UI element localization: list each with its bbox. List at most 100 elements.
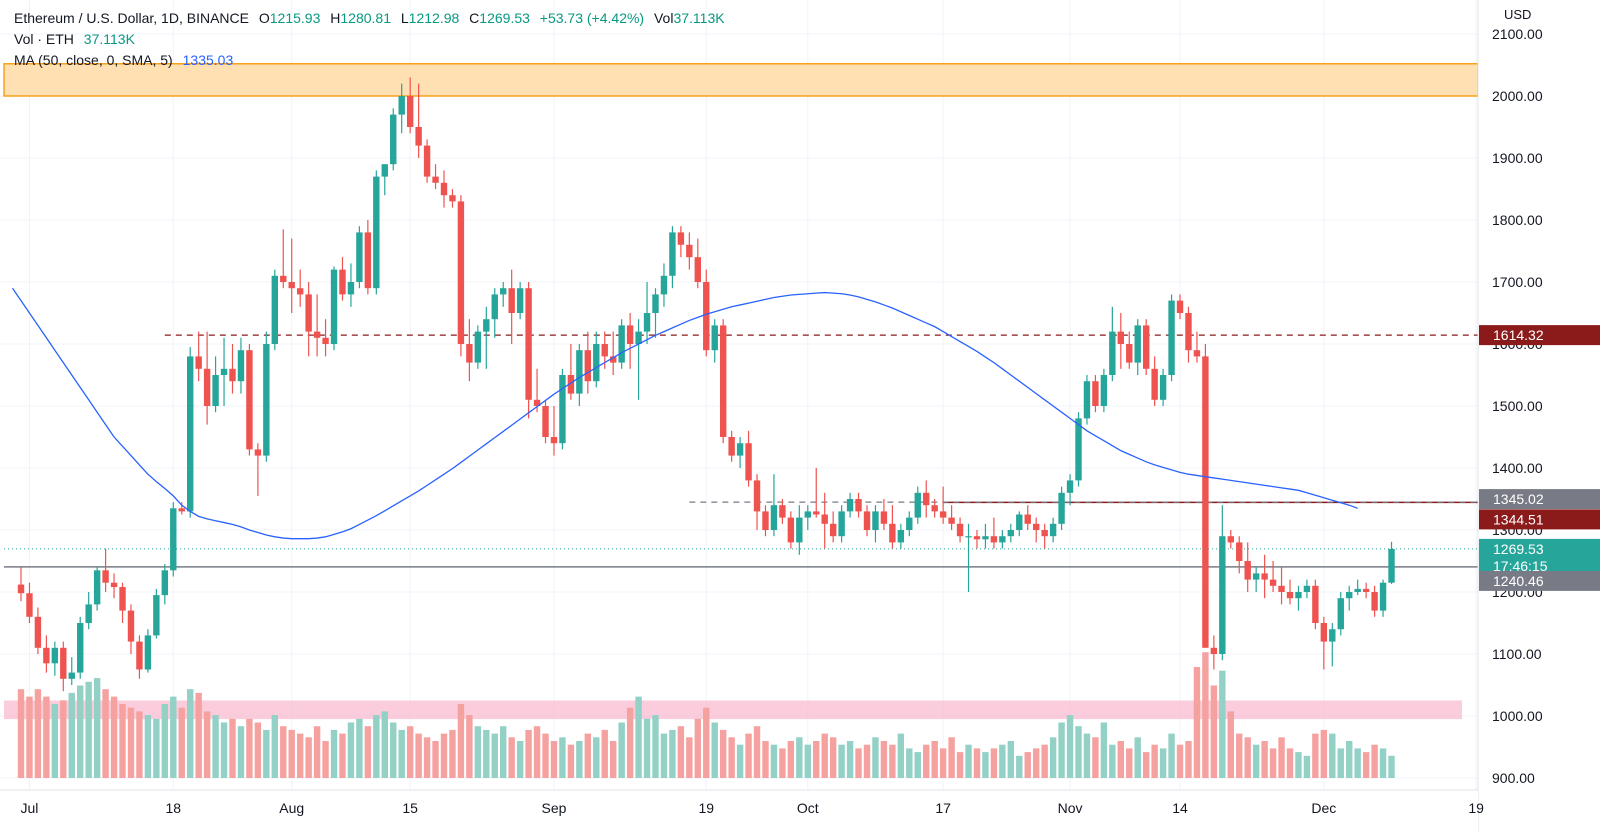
volume-bar	[474, 726, 482, 778]
volume-bar	[677, 726, 685, 778]
candle	[872, 505, 879, 543]
candle-body	[1362, 588, 1370, 592]
chart-zones	[3, 63, 1479, 720]
candle-body	[246, 350, 253, 450]
volume-bar	[643, 718, 651, 778]
volume-bar	[119, 704, 126, 778]
candle-body	[1033, 523, 1040, 530]
candle	[246, 344, 253, 456]
candle-body	[110, 582, 118, 588]
volume-bar	[652, 715, 659, 778]
volume-bar	[516, 741, 524, 778]
price-axis[interactable]: USD 2100.00 2000.00 1900.00 1800.00 1700.00 16…	[1477, 0, 1600, 833]
candle	[1193, 331, 1201, 363]
volume-bar	[77, 685, 84, 778]
candle-body	[406, 96, 414, 127]
volume-bar	[1185, 741, 1192, 778]
candle-body	[931, 505, 938, 512]
high-label: H	[330, 10, 341, 26]
price-tag-bg	[1479, 570, 1600, 591]
volume-bar	[728, 737, 735, 778]
candle-body	[187, 356, 194, 512]
support-zone	[4, 700, 1462, 720]
candle	[51, 641, 59, 676]
candle-body	[474, 331, 482, 363]
volume-bar	[567, 744, 575, 778]
price-tag-bg	[1479, 509, 1600, 530]
volume-bar	[1337, 748, 1344, 778]
volume-bar	[863, 744, 871, 778]
candle-body	[1227, 536, 1234, 543]
candle	[1236, 536, 1243, 574]
time-tick-label: 14	[1172, 800, 1188, 816]
ma-legend[interactable]: MA (50, close, 0, SMA, 5) 1335.03	[14, 52, 239, 68]
candle	[432, 164, 439, 189]
candle	[195, 331, 202, 382]
volume-bar	[1371, 744, 1378, 778]
candle	[1100, 368, 1108, 413]
volume-bar	[144, 715, 152, 778]
candle	[999, 530, 1006, 549]
volume-bar	[931, 741, 938, 778]
volume-bar	[288, 729, 295, 778]
volume-bar	[102, 689, 109, 778]
time-tick-label: 15	[402, 800, 418, 816]
volume-bar	[1193, 667, 1201, 778]
candle-body	[102, 570, 109, 583]
price-tag-1344.51: 1344.51	[1493, 511, 1544, 527]
open-value: 1215.93	[269, 10, 321, 26]
candle-body	[254, 449, 262, 456]
candle	[500, 282, 507, 307]
volume-bar	[406, 726, 414, 778]
volume-bar	[618, 722, 625, 778]
candle	[796, 505, 803, 555]
volume-bar	[1100, 722, 1108, 778]
candle	[381, 164, 388, 196]
candle-body	[26, 593, 33, 617]
candle-body	[660, 275, 668, 295]
candle-body	[1312, 585, 1319, 623]
candle-body	[686, 244, 693, 258]
candle	[1007, 523, 1015, 543]
price-tick-label: 1000.00	[1492, 708, 1543, 724]
candle	[694, 238, 701, 289]
candle	[127, 604, 135, 654]
volume-bar	[846, 741, 854, 778]
candle	[1109, 306, 1116, 382]
time-axis[interactable]: Jul 18 Aug 15 Sep 19 Oct 17 Nov 14 Dec 19	[0, 789, 1484, 833]
volume-legend[interactable]: Vol · ETH 37.113K	[14, 31, 141, 47]
candle	[1083, 375, 1091, 425]
candle	[753, 474, 761, 530]
volume-bar	[1024, 752, 1031, 778]
candle-body	[880, 511, 888, 524]
candle-body	[516, 288, 524, 313]
candle-body	[846, 499, 854, 512]
price-tags: 1614.32 1345.02 1344.51 1269.5317:46:151240…	[1479, 325, 1600, 591]
volume-bar	[1210, 685, 1218, 778]
symbol-title[interactable]: Ethereum / U.S. Dollar, 1D, BINANCE	[14, 10, 249, 26]
candle-body	[923, 492, 930, 506]
candle-body	[1083, 381, 1091, 419]
volume-bar	[838, 744, 845, 778]
volume-bar	[17, 689, 25, 778]
candle	[203, 331, 211, 425]
candle	[728, 430, 735, 462]
volume-bar	[813, 741, 820, 778]
candle-body	[237, 350, 245, 382]
volume-bar	[711, 722, 718, 778]
volume-bar	[313, 726, 321, 778]
candle-body	[652, 294, 659, 313]
candle-body	[821, 514, 828, 524]
volume-bar	[1261, 741, 1268, 778]
candle-body	[1134, 325, 1141, 363]
candle-body	[1388, 548, 1395, 583]
candle-body	[144, 635, 152, 670]
candle	[1219, 505, 1226, 661]
candle	[415, 83, 422, 158]
volume-bar	[762, 741, 769, 778]
candle	[1024, 505, 1031, 530]
change-value: +53.73 (+4.42%)	[539, 10, 645, 26]
volume-bars	[17, 652, 1395, 778]
time-tick-label: Jul	[21, 800, 39, 816]
